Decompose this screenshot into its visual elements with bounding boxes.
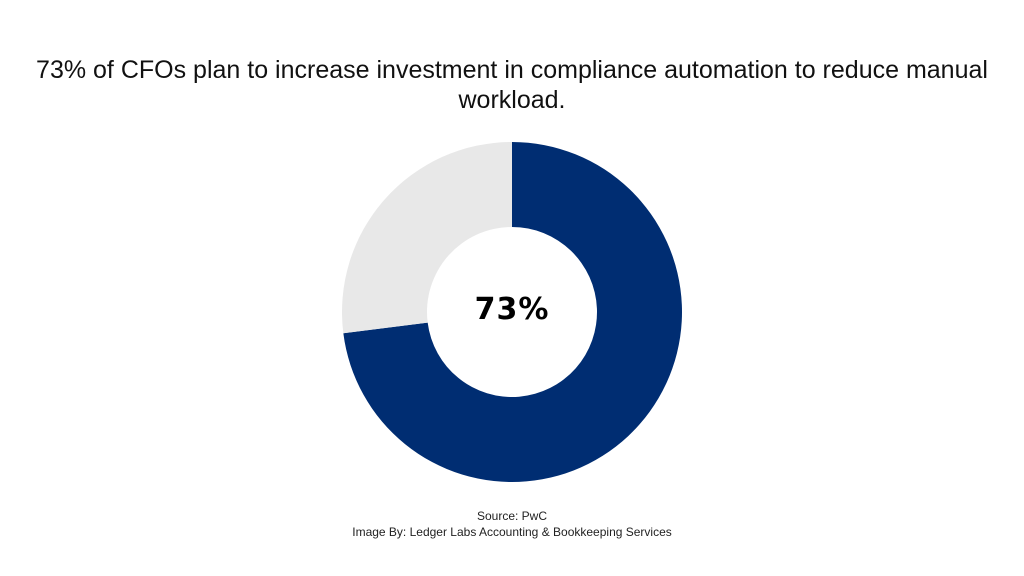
donut-slice-remainder [342, 142, 512, 334]
center-percentage-label: 73% [474, 292, 550, 327]
chart-title: 73% of CFOs plan to increase investment … [36, 56, 988, 114]
donut-slice-primary [343, 142, 683, 482]
credit-text: Image By: Ledger Labs Accounting & Bookk… [352, 525, 672, 539]
footer: Source: PwC Image By: Ledger Labs Accoun… [0, 508, 1024, 540]
source-text: Source: PwC [476, 509, 548, 523]
